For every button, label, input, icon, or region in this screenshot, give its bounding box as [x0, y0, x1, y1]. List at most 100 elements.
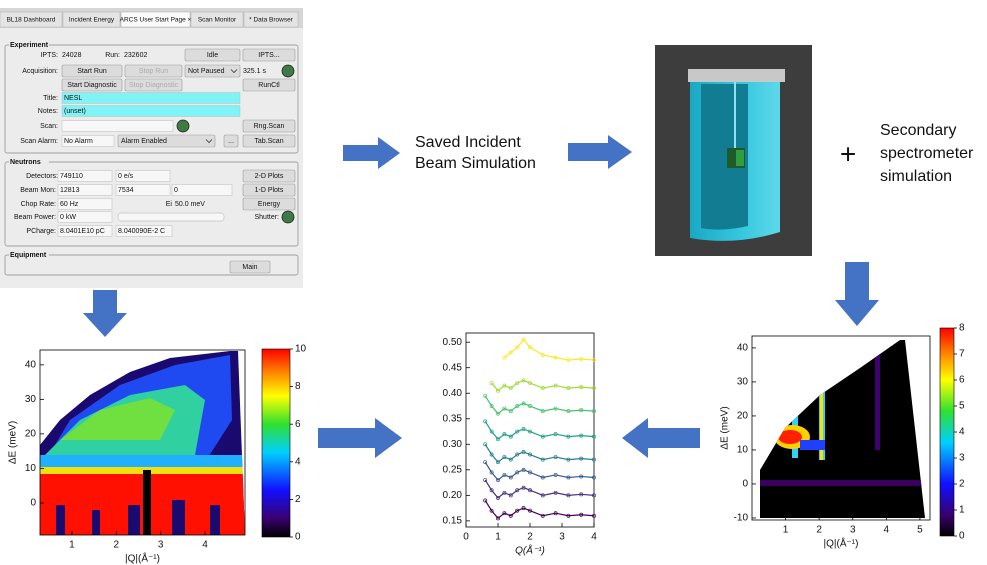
y-tick-label: 0.25 — [443, 464, 463, 475]
button[interactable] — [242, 119, 296, 133]
status-led — [176, 119, 190, 133]
button[interactable] — [242, 48, 296, 62]
dropdown-caret — [230, 69, 238, 74]
field — [57, 198, 113, 210]
button[interactable] — [223, 134, 239, 148]
button[interactable] — [242, 197, 296, 211]
cut-point — [592, 358, 596, 363]
status-led — [281, 210, 295, 224]
cut-point — [502, 383, 507, 388]
cut-point — [566, 409, 571, 414]
y-tick-label: 40 — [25, 359, 37, 370]
button[interactable] — [242, 183, 296, 197]
field — [57, 211, 113, 223]
field-label: Shutter: — [254, 214, 279, 221]
cut-point — [553, 472, 558, 477]
colorbar-tick-label: 6 — [295, 419, 301, 430]
button-label: Energy — [258, 201, 281, 208]
field — [171, 184, 233, 196]
dropdown-caret — [205, 139, 213, 144]
field — [57, 184, 113, 196]
dropdown[interactable] — [184, 64, 241, 78]
button[interactable] — [61, 64, 123, 78]
button[interactable] — [242, 78, 296, 92]
x-tick-label: 1 — [495, 532, 501, 543]
button[interactable] — [229, 260, 271, 274]
cut-point — [489, 404, 494, 408]
colorbar-tick-label: 4 — [295, 456, 301, 467]
button[interactable] — [184, 48, 241, 62]
cut-point — [592, 513, 596, 518]
section-title-bg — [9, 158, 49, 166]
cut-point — [483, 478, 488, 482]
plot-frame — [465, 332, 595, 528]
field — [61, 92, 241, 104]
cut-line — [484, 395, 595, 415]
cut-point — [483, 419, 488, 424]
arrow — [568, 135, 632, 169]
field-value: 12813 — [60, 187, 80, 194]
heat-region — [820, 368, 823, 460]
render-3d — [655, 45, 812, 256]
field — [61, 105, 241, 117]
button[interactable] — [124, 78, 183, 92]
cut-point — [502, 355, 507, 360]
heat-region — [800, 440, 825, 450]
tab[interactable] — [243, 11, 299, 28]
button[interactable] — [242, 169, 296, 183]
heat-region — [40, 467, 245, 477]
colorbar-tick-label: 2 — [295, 494, 301, 505]
cut-line — [504, 338, 595, 361]
y-tick-label: 0.15 — [443, 516, 463, 527]
cut-point — [528, 508, 532, 513]
cut-line — [484, 500, 595, 520]
cut-point — [515, 381, 520, 385]
cut-line — [484, 421, 595, 441]
dropdown[interactable] — [117, 134, 216, 148]
tab[interactable] — [190, 11, 244, 28]
section-title-bg — [9, 41, 49, 49]
cut-point — [508, 386, 513, 391]
cut-point — [508, 409, 513, 414]
button-label: 2-D Plots — [255, 173, 284, 180]
field-value: 325.1 s — [243, 68, 266, 75]
cut-point — [489, 488, 494, 493]
button-label: Stop Run — [139, 68, 168, 75]
tab[interactable] — [62, 11, 121, 28]
cut-point — [521, 450, 526, 454]
tab[interactable] — [120, 11, 191, 28]
cut-point — [566, 457, 571, 462]
field-value: 50.0 meV — [175, 201, 205, 208]
y-tick-label: 20 — [25, 429, 37, 440]
colorbar — [261, 348, 291, 538]
heat-region — [143, 470, 151, 535]
button[interactable] — [242, 134, 296, 148]
cut-point — [553, 455, 558, 460]
field-value: 8.040090E-2 C — [118, 228, 165, 235]
tab-label: Incident Energy — [69, 17, 115, 24]
button-label: Start Run — [77, 68, 107, 75]
tab-label: BL18 Dashboard — [7, 17, 56, 24]
tab[interactable] — [0, 11, 63, 28]
cut-point — [528, 404, 532, 408]
button[interactable] — [61, 78, 123, 92]
cut-point — [502, 472, 507, 477]
cut-point — [540, 457, 545, 462]
heat-bg — [760, 340, 925, 518]
cut-point — [553, 490, 558, 495]
cut-point — [540, 493, 545, 498]
x-tick-label: 1 — [69, 540, 75, 551]
cut-point — [489, 429, 494, 434]
cut-point — [540, 386, 545, 391]
cut-point — [528, 470, 532, 475]
button-label: Main — [242, 264, 257, 271]
cut-point — [515, 508, 520, 513]
y-tick-label: 40 — [737, 343, 749, 354]
field-value: 24028 — [62, 52, 82, 59]
arrow — [343, 137, 400, 169]
button[interactable] — [124, 64, 183, 78]
x-axis-label: |Q|(Å⁻¹) — [824, 537, 859, 550]
cut-point — [496, 516, 500, 521]
step-text: Saved Incident — [415, 134, 521, 151]
field-label: Beam Mon: — [20, 187, 56, 194]
